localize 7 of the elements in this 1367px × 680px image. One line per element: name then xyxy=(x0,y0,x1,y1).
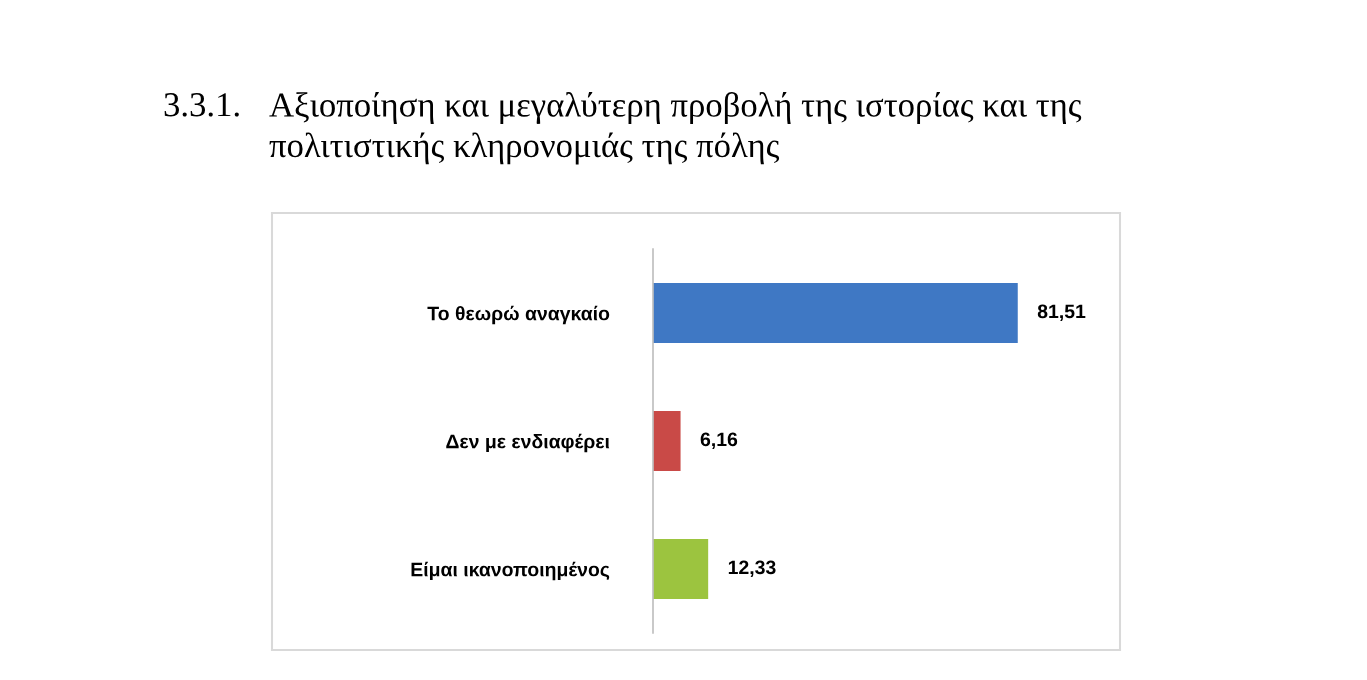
y-tick-label: Δεν με ενδιαφέρει xyxy=(446,433,610,453)
data-label: 6,16 xyxy=(700,432,738,450)
data-label: 12,33 xyxy=(728,560,776,578)
y-tick-label: Είμαι ικανοποιημένος xyxy=(411,561,610,581)
data-label: 81,51 xyxy=(1037,304,1086,322)
chart-title: 3.3.1. Αξιοποίηση και μεγαλύτερη προβολή της ιστορίας και της πολιτιστικής κληρονομιάς της πόλης xyxy=(164,92,1082,165)
y-tick-label: Το θεωρώ αναγκαίο xyxy=(427,305,610,325)
